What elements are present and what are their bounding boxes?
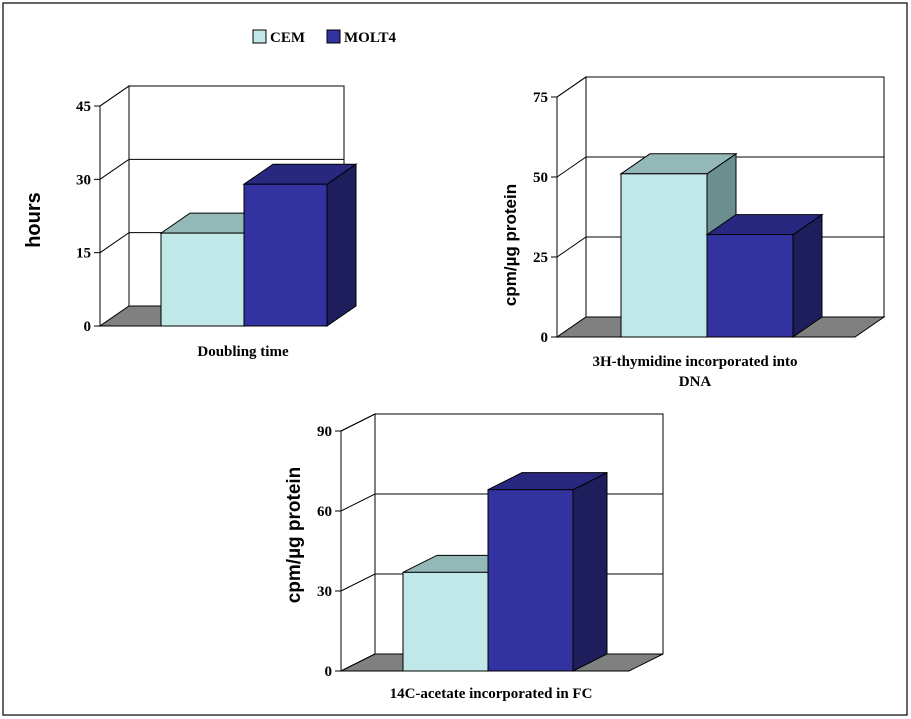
side-wall xyxy=(556,76,587,338)
category-label: 14C-acetate incorporated in FC xyxy=(390,686,593,702)
gridline xyxy=(99,158,344,180)
y-tick-label: 30 xyxy=(317,584,332,600)
y-tick-label: 60 xyxy=(317,504,332,520)
side-wall xyxy=(99,85,130,327)
y-tick-label: 25 xyxy=(533,250,548,266)
bar-molt4 xyxy=(243,183,328,327)
bar-molt4-side xyxy=(572,471,608,672)
bar-molt4-side xyxy=(792,213,823,338)
chart-acetate: 0 30 60 90 cpm/µg protein 14C-acetate incorpo… xyxy=(284,413,664,702)
bar-molt4-side xyxy=(326,163,357,327)
legend: CEM MOLT4 xyxy=(252,29,396,46)
y-tick-label: 15 xyxy=(76,246,91,262)
y-tick-label: 0 xyxy=(541,330,549,346)
y-tick-label: 30 xyxy=(76,172,91,188)
y-axis-label: hours xyxy=(23,192,45,248)
gridline xyxy=(556,156,884,178)
gridline xyxy=(556,76,884,98)
legend-label-cem: CEM xyxy=(270,30,305,46)
chart-doubling-time: 0 15 30 45 hours Doubling time xyxy=(23,85,358,360)
y-tick-label: 90 xyxy=(317,424,332,440)
bar-molt4 xyxy=(487,489,574,672)
bar-cem xyxy=(402,571,489,672)
y-tick-label: 75 xyxy=(533,90,548,106)
legend-label-molt4: MOLT4 xyxy=(344,30,396,46)
y-axis-label: cpm/µg protein xyxy=(501,184,520,306)
bar-molt4 xyxy=(706,234,794,338)
y-axis-label: cpm/µg protein xyxy=(284,467,305,604)
y-tick-label: 0 xyxy=(325,664,333,680)
side-wall xyxy=(340,413,376,672)
y-tick-label: 45 xyxy=(76,99,91,115)
chart-thymidine: 0 25 50 75 cpm/µg protein 3H-thymidine incorp… xyxy=(501,76,886,390)
gridline xyxy=(99,85,344,107)
category-label: Doubling time xyxy=(197,344,289,360)
bar-cem xyxy=(620,173,708,338)
y-tick-label: 50 xyxy=(533,170,548,186)
gridline xyxy=(340,413,663,432)
y-tick-label: 0 xyxy=(84,319,92,335)
legend-swatch-molt4 xyxy=(326,29,341,44)
legend-swatch-cem xyxy=(252,29,267,44)
category-label: DNA xyxy=(679,374,712,390)
category-label: 3H-thymidine incorporated into xyxy=(593,354,798,370)
bar-cem xyxy=(160,232,245,327)
